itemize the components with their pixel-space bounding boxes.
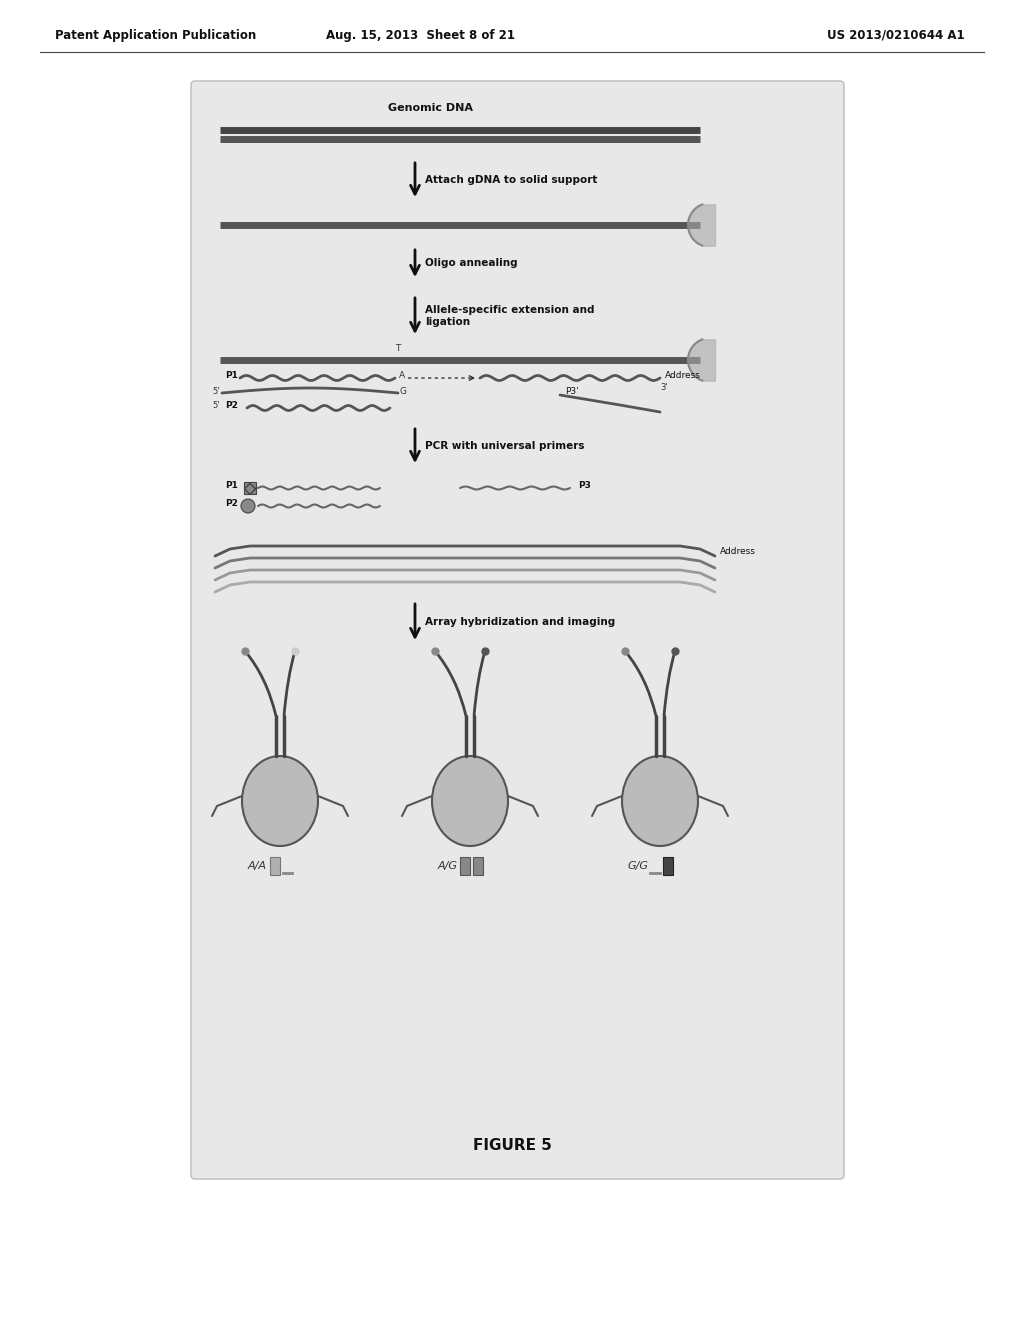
Ellipse shape [242,756,318,846]
Text: US 2013/0210644 A1: US 2013/0210644 A1 [827,29,965,41]
Text: 5': 5' [212,387,219,396]
Ellipse shape [432,756,508,846]
Text: Address: Address [665,371,700,380]
Text: P2: P2 [225,499,238,508]
Text: Patent Application Publication: Patent Application Publication [55,29,256,41]
Text: A/A: A/A [248,861,267,871]
Text: G: G [400,387,407,396]
Text: PCR with universal primers: PCR with universal primers [425,441,585,451]
Text: P1: P1 [225,482,238,491]
Text: T: T [395,345,400,352]
Text: P3: P3 [578,482,591,491]
Bar [663,857,673,875]
Text: Attach gDNA to solid support: Attach gDNA to solid support [425,176,597,185]
Text: Address: Address [720,546,756,556]
Text: A/G: A/G [438,861,458,871]
Bar [460,857,470,875]
Text: Aug. 15, 2013  Sheet 8 of 21: Aug. 15, 2013 Sheet 8 of 21 [326,29,514,41]
Text: FIGURE 5: FIGURE 5 [472,1138,552,1152]
Text: Oligo annealing: Oligo annealing [425,259,517,268]
Bar [473,857,483,875]
Text: Array hybridization and imaging: Array hybridization and imaging [425,616,615,627]
Text: A: A [399,371,406,380]
Text: P2: P2 [225,401,238,411]
Bar [270,857,280,875]
Text: 3': 3' [660,384,668,392]
Text: 5': 5' [212,401,219,411]
Bar [244,482,256,494]
Ellipse shape [622,756,698,846]
Text: P1: P1 [225,371,238,380]
FancyBboxPatch shape [191,81,844,1179]
Text: G/G: G/G [628,861,649,871]
Circle shape [241,499,255,513]
Text: Allele-specific extension and
ligation: Allele-specific extension and ligation [425,305,595,327]
Text: Genomic DNA: Genomic DNA [387,103,472,114]
Text: P3': P3' [565,388,579,396]
